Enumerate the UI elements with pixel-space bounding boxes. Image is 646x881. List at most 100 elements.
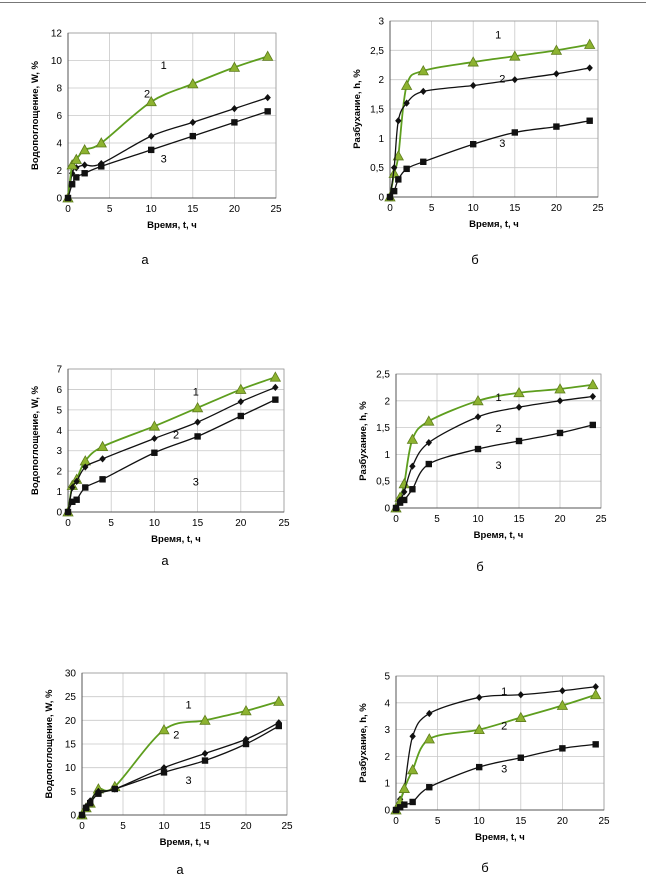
chart-panel-4: 0 5 10 15 20 25 0 0,5 1 1,5 2 2,5 Время, t, ч Разбуха…: [358, 370, 607, 542]
data-point-square: [470, 141, 477, 148]
y-tick-label: 2,5: [370, 46, 384, 57]
data-point-diamond: [556, 397, 564, 405]
data-point-square: [396, 499, 404, 506]
data-point-square: [476, 763, 483, 771]
data-point-square: [78, 811, 86, 819]
data-point-square: [511, 129, 518, 136]
x-axis-title: Время, t, ч: [474, 530, 524, 541]
y-tick-label: 1: [384, 779, 390, 790]
y-tick-label: 30: [65, 669, 77, 680]
x-tick-label: 0: [387, 203, 393, 214]
x-axis-title: Время, t, ч: [469, 219, 519, 230]
data-point-diamond: [553, 70, 560, 78]
curve-label: 3: [193, 476, 199, 488]
caption-2: б: [471, 252, 479, 267]
data-point-square: [148, 146, 155, 154]
data-point-triangle: [235, 383, 247, 394]
data-point-diamond: [201, 749, 209, 758]
data-point-square: [237, 412, 244, 420]
data-point-triangle: [590, 688, 602, 700]
data-point-diamond: [476, 693, 483, 702]
data-point-diamond: [148, 132, 155, 140]
data-point-triangle: [145, 95, 157, 107]
data-point-square: [272, 396, 279, 403]
data-point-diamond: [559, 687, 566, 695]
data-point-square: [403, 165, 410, 173]
series-line: [395, 693, 596, 811]
data-point-square: [556, 429, 564, 437]
y-tick-label: 1: [56, 487, 62, 498]
y-tick-label: 2: [56, 166, 62, 177]
data-point-square: [401, 496, 408, 504]
y-tick-label: 0,5: [370, 163, 384, 174]
series-square: [64, 108, 271, 202]
x-tick-label: 20: [557, 816, 569, 827]
chart-panel-5: 0 5 10 15 20 25 0 5 10 15 20 25 30 Время, t, ч Водопог…: [44, 669, 293, 849]
data-point-square: [189, 132, 196, 140]
curve-label: 3: [499, 138, 505, 150]
x-tick-label: 5: [434, 514, 440, 525]
chart-3: 0 5 10 15 20 25 0 1 2 3 4 5 6 7 Время, t, ч Водопоглоще…: [30, 365, 290, 546]
data-point-square: [559, 745, 566, 752]
top-rule: [0, 2, 646, 3]
data-point-square: [386, 193, 394, 201]
data-point-square: [589, 421, 596, 429]
x-tick-label: 25: [592, 203, 604, 214]
data-point-square: [426, 784, 433, 791]
x-tick-label: 10: [146, 204, 158, 215]
series-line: [389, 120, 590, 198]
y-tick-label: 0,5: [376, 477, 390, 488]
y-tick-label: 25: [65, 692, 77, 703]
curve-label: 3: [495, 460, 501, 472]
data-point-triangle: [584, 38, 596, 49]
series-square: [386, 117, 593, 201]
y-tick-label: 5: [56, 405, 62, 416]
data-point-triangle: [400, 79, 413, 90]
data-point-diamond: [426, 709, 433, 718]
data-point-diamond: [474, 413, 482, 421]
data-point-diamond: [409, 732, 416, 740]
x-tick-label: 25: [595, 514, 607, 525]
data-point-diamond: [515, 403, 523, 411]
data-point-diamond: [403, 99, 410, 107]
y-tick-label: 0: [56, 508, 62, 519]
x-tick-label: 15: [515, 816, 527, 827]
y-axis-title: Водопоглощение, W, %: [44, 689, 55, 799]
curve-label: 1: [186, 700, 192, 712]
x-tick-label: 25: [598, 816, 610, 827]
chart-2: 0 5 10 15 20 25 0 0,5 1 1,5 2 2,5 3 Время, t, ч Разбух…: [352, 17, 604, 231]
y-tick-label: 0: [378, 193, 384, 204]
data-point-diamond: [69, 483, 76, 492]
data-point-triangle: [191, 401, 204, 413]
data-point-square: [98, 163, 105, 170]
x-tick-label: 0: [393, 514, 399, 525]
curve-label: 1: [161, 60, 167, 72]
data-point-triangle: [423, 415, 435, 426]
data-point-square: [87, 799, 94, 807]
y-tick-label: 1,5: [370, 105, 384, 116]
data-point-triangle: [509, 50, 521, 61]
chart-panel-2: 0 5 10 15 20 25 0 0,5 1 1,5 2 2,5 3 Время, t, ч Разбух…: [352, 17, 604, 231]
y-tick-label: 0: [384, 806, 390, 817]
series-triangle: [62, 50, 274, 203]
data-point-square: [111, 785, 118, 793]
x-tick-label: 5: [429, 203, 435, 214]
chart-4: 0 5 10 15 20 25 0 0,5 1 1,5 2 2,5 Время, t, ч Разбуха…: [358, 370, 607, 542]
chart-panel-3: 0 5 10 15 20 25 0 1 2 3 4 5 6 7 Время, t, ч Водопоглоще…: [30, 365, 290, 546]
series-line: [67, 110, 268, 199]
data-point-diamond: [231, 105, 238, 113]
data-point-diamond: [194, 418, 201, 426]
series-triangle: [384, 38, 596, 202]
curve-label: 2: [173, 729, 179, 741]
series-triangle: [76, 695, 285, 820]
data-point-diamond: [68, 169, 76, 177]
series-diamond: [78, 719, 282, 819]
curve-label: 2: [495, 423, 501, 435]
x-tick-label: 10: [474, 816, 486, 827]
data-point-square: [82, 484, 89, 491]
data-point-triangle: [406, 763, 419, 775]
x-tick-label: 5: [108, 518, 114, 529]
y-axis-title: Разбухание, h, %: [352, 69, 363, 149]
x-tick-label: 0: [79, 821, 85, 832]
